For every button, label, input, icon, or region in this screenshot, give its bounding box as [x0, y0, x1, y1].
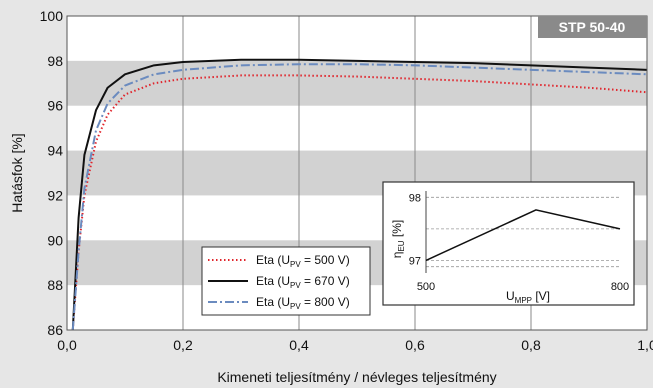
x-tick-label: 0,8 — [521, 337, 541, 353]
y-tick-label: 90 — [47, 232, 63, 248]
series-line — [71, 58, 648, 331]
gray-band — [67, 60, 647, 106]
x-tick-label: 1,0 — [637, 337, 653, 353]
legend-label: Eta (UPV = 670 V) — [256, 274, 350, 290]
series-line — [71, 63, 648, 331]
inset-x-tick-label: 800 — [611, 281, 629, 293]
y-tick-label: 96 — [47, 98, 63, 114]
inset-y-tick-label: 98 — [409, 192, 421, 204]
x-tick-label: 0,2 — [173, 337, 193, 353]
legend-label: Eta (UPV = 800 V) — [256, 295, 350, 311]
x-tick-label: 0,6 — [405, 337, 425, 353]
inset-y-tick-label: 97 — [409, 255, 421, 267]
y-tick-label: 100 — [40, 8, 64, 24]
y-tick-label: 92 — [47, 187, 63, 203]
x-axis-title: Kimeneti teljesítmény / névleges teljesí… — [217, 369, 496, 385]
y-tick-label: 86 — [47, 322, 63, 338]
model-badge-text: STP 50-40 — [559, 19, 626, 35]
y-tick-label: 98 — [47, 53, 63, 69]
plot-frame — [66, 15, 648, 331]
x-tick-label: 0,4 — [289, 337, 309, 353]
inset-y-title: ηEU [%] — [390, 220, 406, 258]
y-axis-title: Hatásfok [%] — [9, 133, 25, 212]
legend: Eta (UPV = 500 V) Eta (UPV = 670 V) Eta (U… — [201, 246, 371, 316]
y-tick-label: 94 — [47, 143, 63, 159]
x-tick-label: 0,0 — [57, 337, 77, 353]
inset-x-tick-label: 500 — [417, 281, 435, 293]
inset-chart: 97 98 500 800 ηEU [%] UMPP [V] — [382, 181, 635, 306]
y-tick-label: 88 — [47, 277, 63, 293]
y-tick-labels: 86 88 90 92 94 96 98 100 — [40, 8, 64, 338]
series-lines — [71, 58, 648, 331]
inset-box — [382, 181, 635, 306]
model-badge — [538, 16, 647, 38]
x-tick-labels: 0,0 0,2 0,4 0,6 0,8 1,0 — [57, 337, 653, 353]
inset-x-title: UMPP [V] — [506, 289, 550, 305]
inset-line — [425, 209, 621, 262]
legend-label: Eta (UPV = 500 V) — [256, 253, 350, 269]
